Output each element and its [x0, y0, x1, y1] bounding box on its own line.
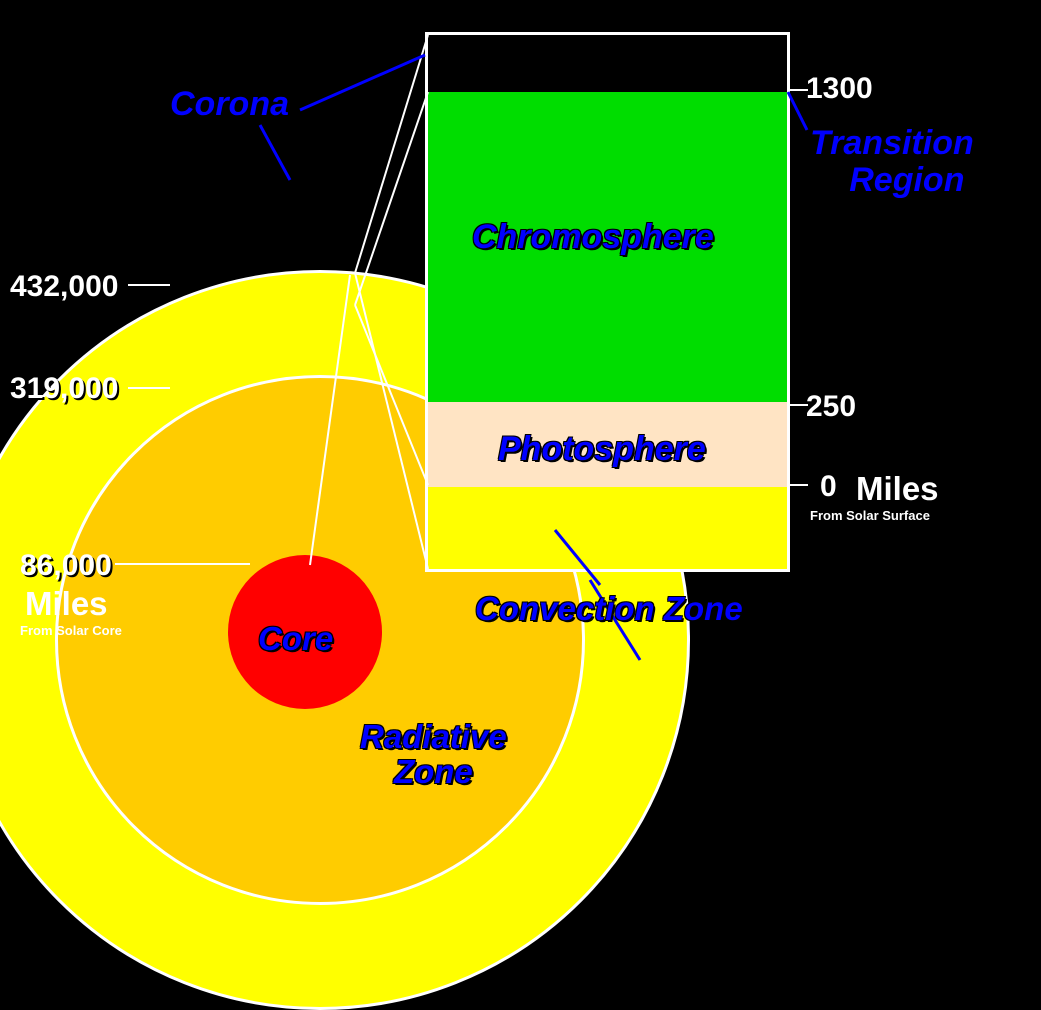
- transition-line1: Transition: [810, 124, 974, 162]
- right-tick-1300: 1300: [806, 72, 873, 106]
- corona-label: Corona: [170, 85, 289, 124]
- left-tick-86000: 86,000: [20, 549, 112, 583]
- transition-line2: Region: [819, 161, 964, 199]
- chromosphere-label: Chromosphere: [472, 218, 714, 257]
- radiative-line1: Radiative: [360, 718, 507, 755]
- right-tick-0: 0: [820, 470, 837, 504]
- right-miles-title: Miles: [856, 470, 939, 508]
- left-miles-title: Miles: [25, 585, 108, 623]
- convection-zone-label: Convection Zone: [475, 590, 743, 628]
- right-tick-250: 250: [806, 390, 856, 424]
- radiative-zone-label: Radiative Zone: [360, 720, 507, 789]
- left-tick-319000: 319,000: [10, 372, 118, 406]
- photosphere-label: Photosphere: [498, 430, 706, 469]
- transition-region-label: Transition Region: [810, 125, 974, 200]
- left-miles-subtitle: From Solar Core: [20, 623, 122, 638]
- core-label: Core: [258, 620, 333, 658]
- radiative-line2: Zone: [394, 753, 473, 790]
- zoom-convection-strip: [428, 487, 787, 569]
- left-tick-432000: 432,000: [10, 270, 118, 304]
- right-miles-subtitle: From Solar Surface: [810, 508, 930, 523]
